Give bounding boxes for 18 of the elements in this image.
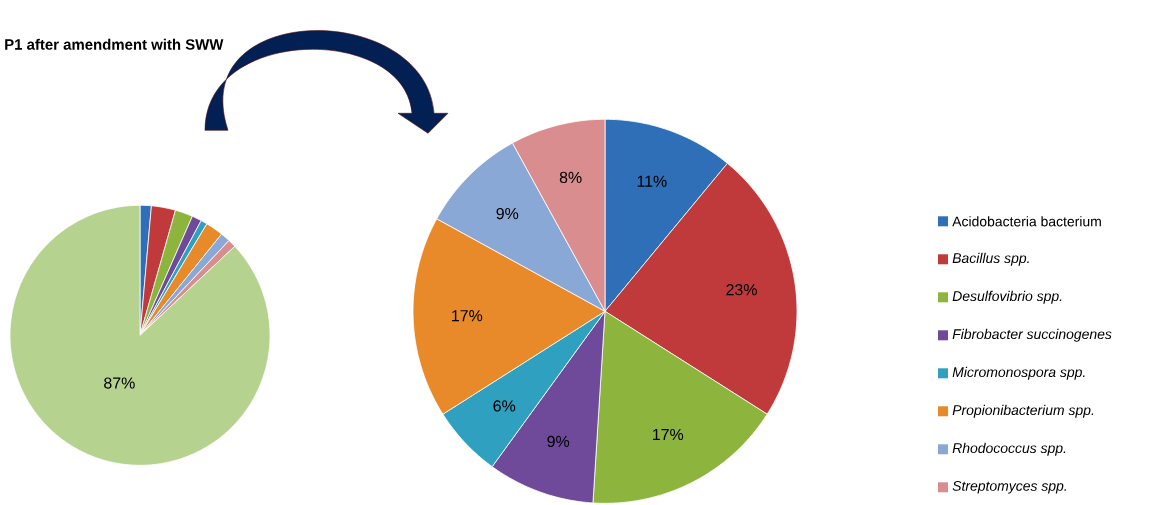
legend-label: Acidobacteria bacterium: [952, 216, 1101, 227]
data-label: 9%: [547, 435, 570, 447]
data-label: 8%: [559, 171, 582, 183]
data-label: 11%: [637, 175, 667, 187]
data-label: 17%: [452, 309, 483, 322]
legend-label: Micromonospora spp.: [952, 366, 1085, 380]
data-label: 23%: [726, 283, 757, 296]
data-label: 9%: [496, 207, 519, 220]
data-label: 17%: [653, 428, 684, 440]
legend-label: Fibrobacter succinogenes: [952, 328, 1112, 342]
legend-label: Propionibacterium spp.: [952, 404, 1094, 418]
data-label: 6%: [493, 400, 516, 412]
data-label: 87%: [104, 377, 135, 389]
legend-label: Rhodococcus spp.: [952, 442, 1066, 456]
legend-label: Bacillus spp.: [952, 252, 1029, 266]
legend-label: Streptomyces spp.: [952, 480, 1066, 494]
legend-label: Desulfovibrio spp.: [952, 290, 1062, 304]
chart-title: P1 after amendment with SWW: [5, 38, 224, 50]
